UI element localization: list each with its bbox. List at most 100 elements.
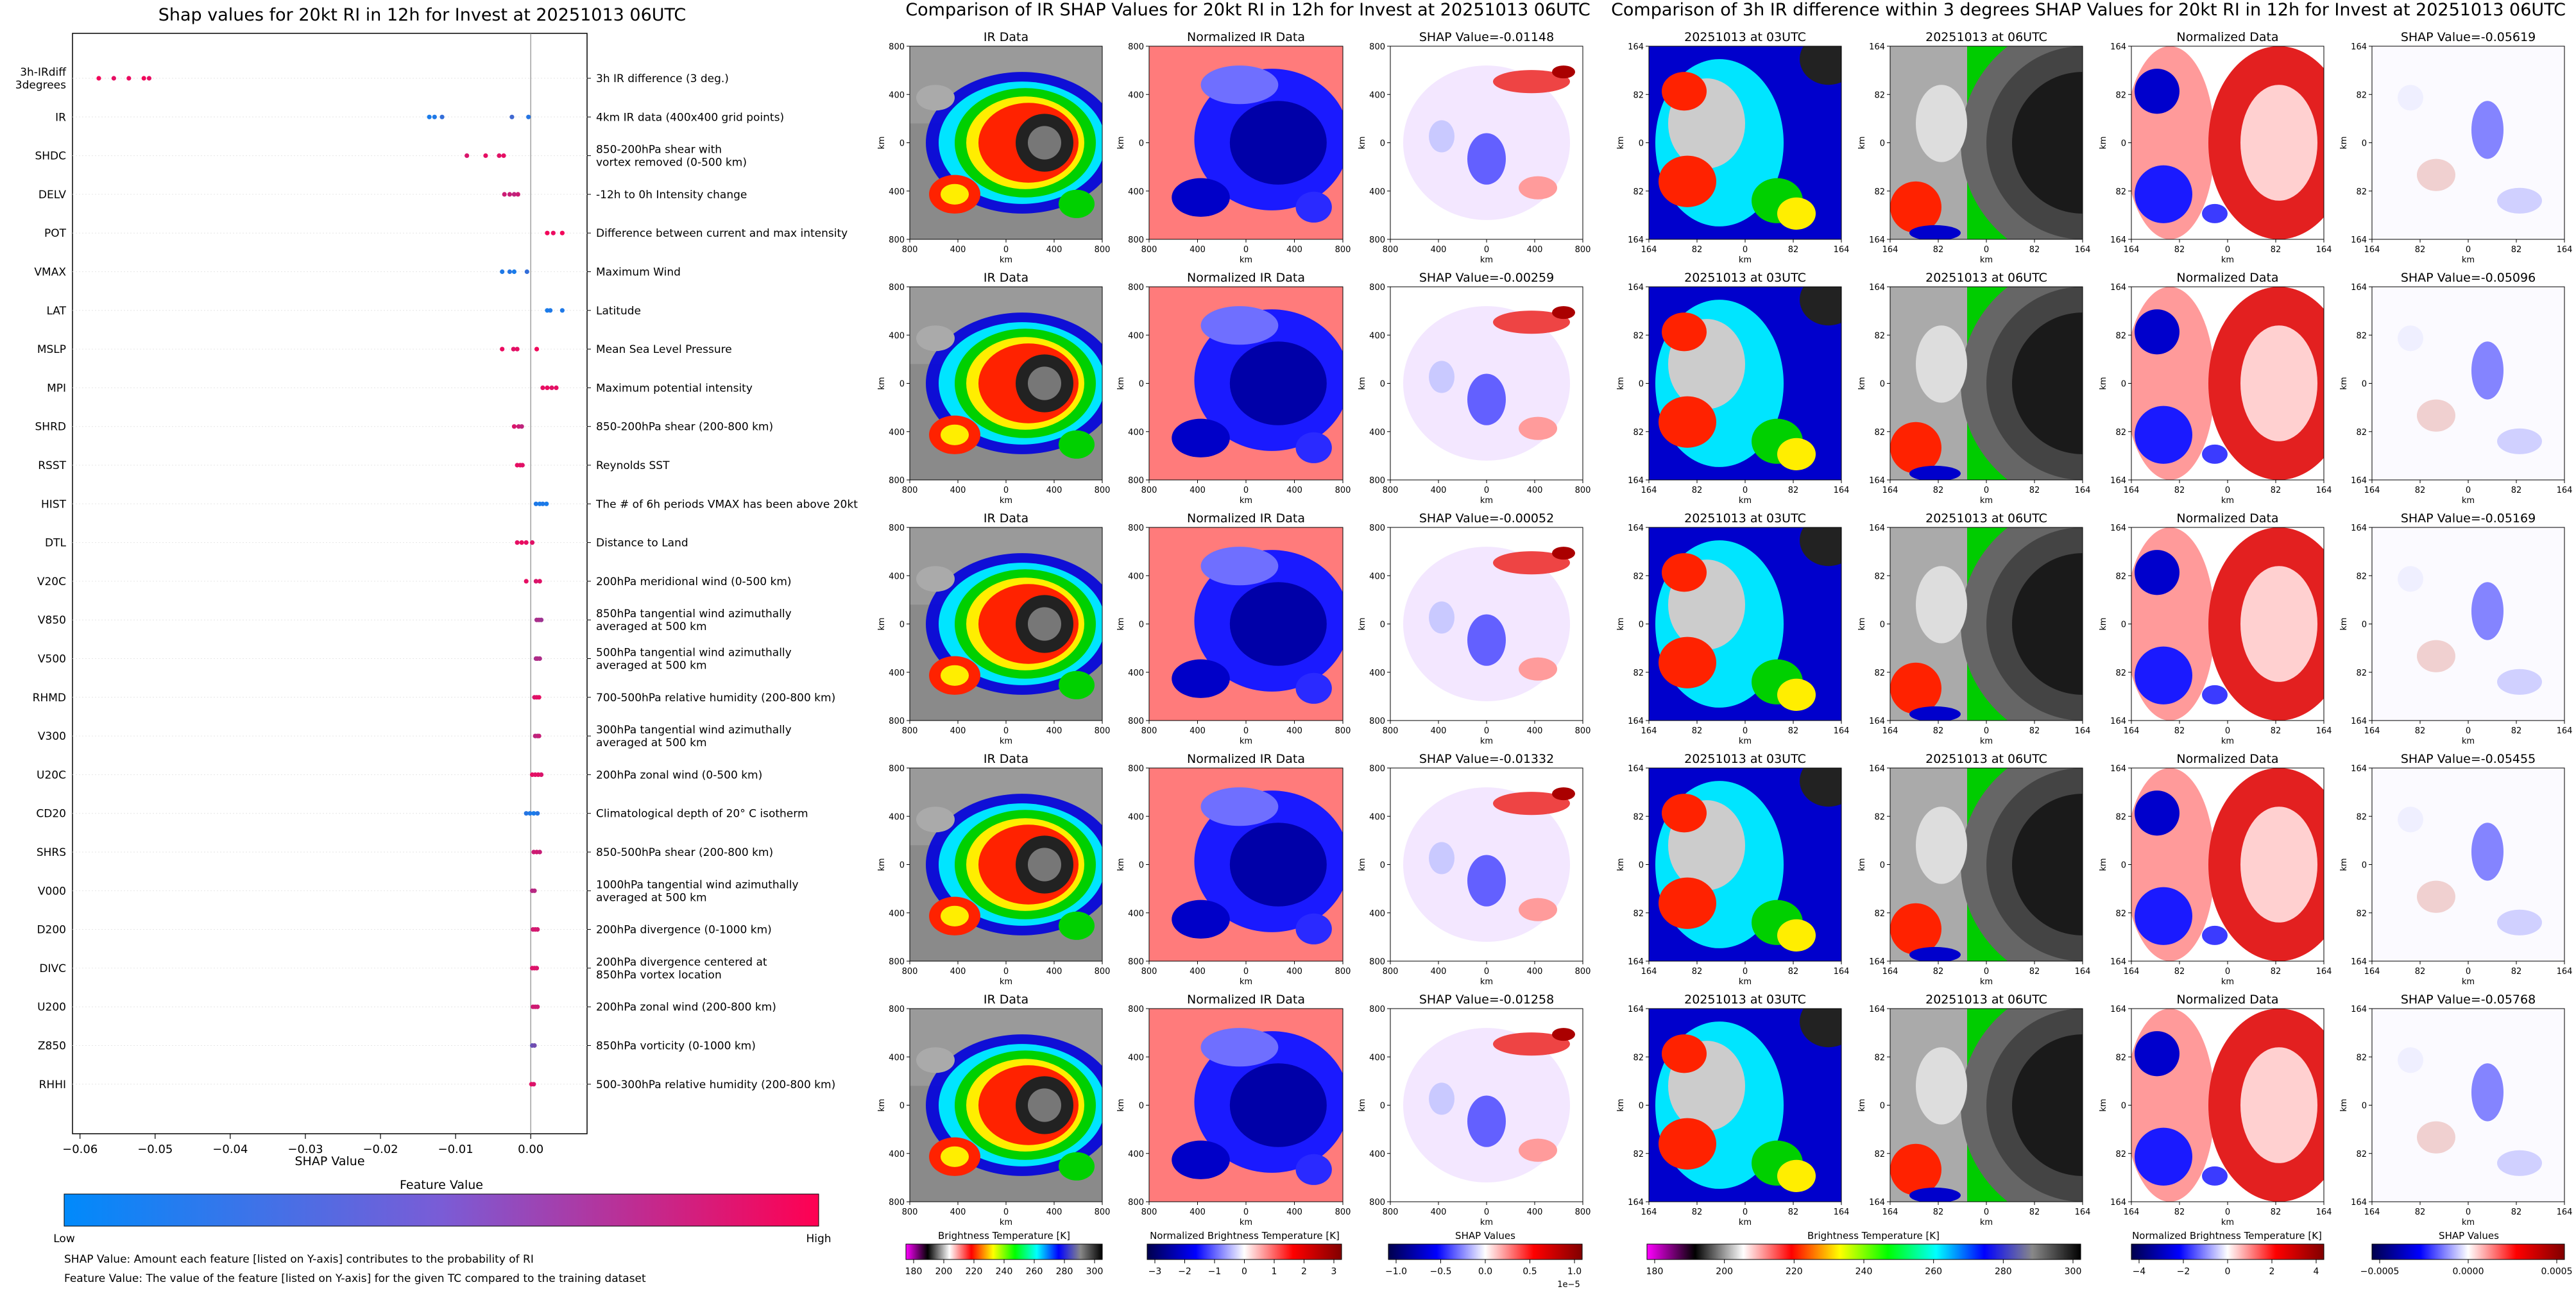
x-tick-label: 0 [1003,486,1009,495]
y-tick-label: 0 [1139,1102,1144,1111]
y-axis-label: km [1616,858,1626,871]
x-tick-label: 800 [1095,726,1111,736]
y-tick-label: 800 [1128,1198,1144,1208]
feature-description: Latitude [596,305,641,318]
y-tick-label: 800 [889,1198,905,1208]
shap-point [511,346,516,352]
y-tick-label: 82 [2356,812,2367,822]
colorbar-tick-label: 0.0 [1478,1267,1492,1277]
x-tick-label: 82 [2415,486,2426,495]
irdiff-shap-colorbar [2371,1243,2565,1260]
x-axis-label: km [1980,496,1993,506]
irdiff-comparison-panel: Comparison of 3h IR difference within 3 … [1611,0,2572,1277]
image-subplot: 20251013 at 03UTC1641648282008282164164k… [1616,993,1849,1227]
y-tick-label: 800 [889,764,905,774]
x-tick-label: 400 [1046,486,1062,495]
subplot-title: Normalized IR Data [1187,271,1305,285]
x-tick-label: 164 [2316,726,2332,736]
x-tick-label: 0 [1003,245,1009,255]
y-axis-label: km [877,617,887,630]
y-tick-label: 164 [2110,1005,2126,1014]
subplot-title: IR Data [984,271,1028,285]
y-tick-label: 800 [889,283,905,293]
y-axis-label: km [1116,858,1126,871]
x-axis-label: km [1980,255,1993,265]
y-tick-label: 800 [1128,957,1144,967]
y-tick-label: 164 [1869,42,1885,52]
y-tick-label: 0 [1380,861,1385,871]
x-tick-label: 800 [1141,245,1157,255]
y-tick-label: 0 [2362,861,2367,871]
x-axis-label: km [1240,255,1252,265]
y-axis-label: km [1616,1098,1626,1111]
x-tick-label: 0 [1743,1208,1748,1217]
shap-point [535,1004,540,1009]
image-subplot: 20251013 at 03UTC1641648282008282164164k… [1616,752,1849,987]
x-tick-label: −0.03 [287,1143,323,1156]
x-axis-label: km [1739,977,1752,987]
image-subplot: Normalized IR Data8008004004000040040080… [1116,993,1351,1227]
colorbar-tick-label: 200 [1716,1267,1733,1277]
y-tick-label: 82 [1633,812,1644,822]
feature-description: Maximum potential intensity [596,382,753,395]
y-tick-label: 0 [1639,380,1644,389]
image-subplot: Normalized Data1641648282008282164164kmk… [2099,511,2332,746]
y-axis-label: km [1857,377,1867,389]
y-tick-label: 800 [889,524,905,533]
subplot-title: 20251013 at 03UTC [1684,511,1806,525]
y-axis-label: km [1616,377,1626,389]
y-tick-label: 0 [1380,620,1385,630]
shap-summary-title: Shap values for 20kt RI in 12h for Inves… [158,5,687,25]
y-axis-label: km [1358,136,1367,149]
y-tick-label: 164 [1628,524,1644,533]
x-tick-label: 0 [1243,486,1249,495]
y-tick-label: 400 [889,669,905,678]
x-axis-label: km [1000,1218,1012,1227]
x-tick-label: 400 [1431,726,1447,736]
shap-point [520,463,525,468]
y-tick-label: 164 [1628,283,1644,293]
y-tick-label: 800 [1128,476,1144,486]
x-axis-label: km [1739,255,1752,265]
subplot-title: SHAP Value=-0.05455 [2401,752,2536,766]
colorbar-tick-label: 300 [1086,1267,1104,1277]
x-tick-label: 82 [1933,726,1944,736]
subplot-title: Normalized Data [2176,993,2278,1007]
feature-label: RHHI [39,1079,66,1091]
x-tick-label: 400 [1190,1208,1206,1217]
y-tick-label: 164 [2351,42,2367,52]
x-axis-label: km [2462,496,2475,506]
shap-point [515,346,520,352]
x-axis-label: km [2221,255,2234,265]
feature-label: POT [44,227,67,240]
x-tick-label: 800 [1141,726,1157,736]
x-tick-label: 82 [1692,726,1703,736]
x-tick-label: 82 [1692,967,1703,977]
shap-point [545,385,550,391]
y-tick-label: 0 [1380,380,1385,389]
x-tick-label: 400 [1431,967,1447,977]
x-tick-label: 82 [1933,245,1944,255]
x-tick-label: 164 [2557,1208,2573,1217]
shap-point [515,192,520,197]
y-tick-label: 0 [1880,620,1885,630]
y-tick-label: 400 [1369,187,1385,197]
y-axis-label: km [2099,377,2108,389]
shap-point [524,540,529,545]
y-tick-label: 400 [889,331,905,341]
shap-point [540,501,545,506]
colorbar-tick-label: 3 [1331,1267,1337,1277]
y-tick-label: 164 [2110,957,2126,967]
y-tick-label: 82 [1633,669,1644,678]
y-tick-label: 400 [889,428,905,438]
y-tick-label: 400 [889,187,905,197]
summary-plot-area [72,33,588,1134]
y-tick-label: 82 [2356,572,2367,581]
y-tick-label: 400 [1128,909,1144,919]
x-tick-label: 0 [2225,486,2230,495]
x-tick-label: 0 [1243,1208,1249,1217]
x-tick-label: 82 [2415,726,2426,736]
subplot-title: Normalized IR Data [1187,752,1305,766]
x-tick-label: 164 [2557,967,2573,977]
